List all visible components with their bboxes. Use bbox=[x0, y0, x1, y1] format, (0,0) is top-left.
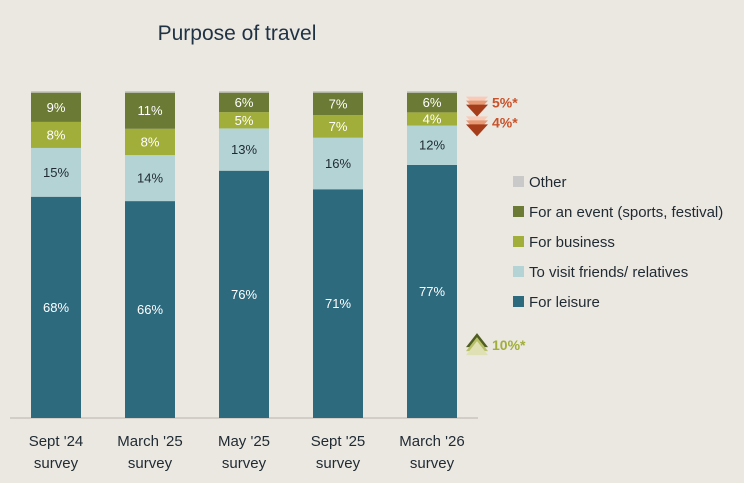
bar-value-label: 15% bbox=[43, 165, 69, 180]
legend-swatch-for-business bbox=[513, 236, 524, 247]
bar-value-label: 14% bbox=[137, 171, 163, 186]
bar-segment-for-leisure bbox=[125, 201, 175, 418]
down-arrow-icon bbox=[466, 104, 488, 117]
bar-value-label: 77% bbox=[419, 284, 445, 299]
x-axis-labels: Sept '24 survey March '25 survey May '25 surv… bbox=[29, 433, 465, 472]
legend-label-other: Other bbox=[529, 174, 567, 191]
bar-segment-other bbox=[125, 91, 175, 93]
bar-value-label: 4% bbox=[423, 111, 442, 126]
change-label: 5%* bbox=[492, 95, 518, 111]
bars-group: 68% 15% 8% 9% 66% 14% 8% 11% 76% 13% 5% 6% 71% 16% 7% 7… bbox=[31, 91, 457, 418]
bar-segment-to-visit-friends-relatives bbox=[219, 128, 269, 171]
bar-segment-other bbox=[219, 91, 269, 93]
bar-segment-other bbox=[313, 91, 363, 93]
legend-swatch-other bbox=[513, 176, 524, 187]
change-indicator-for-business: 4%* bbox=[466, 114, 518, 137]
bar-value-label: 8% bbox=[47, 127, 66, 142]
legend-label-for-leisure: For leisure bbox=[529, 294, 600, 311]
down-arrow-icon bbox=[466, 124, 488, 137]
bar-value-label: 68% bbox=[43, 300, 69, 315]
bar-value-label: 66% bbox=[137, 302, 163, 317]
bar-value-label: 12% bbox=[419, 138, 445, 153]
up-arrow-icon bbox=[466, 341, 488, 356]
x-tick-label: Sept '24 survey bbox=[29, 433, 84, 472]
bar-segment-for-leisure bbox=[407, 164, 457, 418]
change-label: 4%* bbox=[492, 114, 518, 130]
legend: Other For an event (sports, festival) For … bbox=[513, 174, 723, 311]
bar-segment-for-leisure bbox=[31, 196, 81, 418]
change-indicator-for-leisure: 10%* bbox=[466, 333, 526, 356]
bar-segment-to-visit-friends-relatives bbox=[125, 155, 175, 202]
x-tick-label: Sept '25 survey bbox=[311, 433, 366, 472]
bar-value-label: 16% bbox=[325, 156, 351, 171]
bar-segment-for-an-event-sports-festival bbox=[219, 92, 269, 113]
bar-value-label: 71% bbox=[325, 296, 351, 311]
change-indicator-for-an-event-sports-festival: 5%* bbox=[466, 95, 518, 117]
bar-segment-other bbox=[31, 91, 81, 93]
bar-segment-for-business bbox=[219, 112, 269, 129]
x-tick-label: March '26 survey bbox=[399, 433, 464, 472]
bar-segment-for-an-event-sports-festival bbox=[313, 92, 363, 116]
bar-segment-to-visit-friends-relatives bbox=[313, 137, 363, 190]
bar-value-label: 6% bbox=[423, 95, 442, 110]
legend-swatch-for-leisure bbox=[513, 296, 524, 307]
change-annotations: 5%* 4%* 10%* bbox=[466, 95, 526, 356]
bar-segment-for-business bbox=[313, 115, 363, 138]
legend-label-for-an-event-sports-festival: For an event (sports, festival) bbox=[529, 204, 723, 221]
legend-swatch-for-an-event-sports-festival bbox=[513, 206, 524, 217]
bar-value-label: 7% bbox=[329, 96, 348, 111]
bar-value-label: 76% bbox=[231, 287, 257, 302]
x-tick-label: May '25 survey bbox=[218, 433, 270, 472]
bar-value-label: 5% bbox=[235, 113, 254, 128]
change-label: 10%* bbox=[492, 337, 526, 353]
chart-title: Purpose of travel bbox=[158, 22, 317, 45]
bar-segment-to-visit-friends-relatives bbox=[407, 125, 457, 165]
legend-swatch-to-visit-friends-relatives bbox=[513, 266, 524, 277]
bar-value-label: 8% bbox=[141, 134, 160, 149]
x-tick-label: March '25 survey bbox=[117, 433, 182, 472]
bar-segment-for-business bbox=[31, 121, 81, 148]
bar-segment-for-business bbox=[125, 128, 175, 156]
bar-segment-for-an-event-sports-festival bbox=[125, 92, 175, 129]
bar-segment-for-leisure bbox=[313, 189, 363, 418]
bar-segment-for-business bbox=[407, 112, 457, 126]
bar-value-label: 9% bbox=[47, 100, 66, 115]
legend-label-to-visit-friends-relatives: To visit friends/ relatives bbox=[529, 264, 688, 281]
bar-segment-for-an-event-sports-festival bbox=[31, 92, 81, 122]
bar-value-label: 6% bbox=[235, 95, 254, 110]
bar-value-label: 11% bbox=[137, 103, 162, 118]
legend-label-for-business: For business bbox=[529, 234, 615, 251]
bar-segment-for-an-event-sports-festival bbox=[407, 92, 457, 113]
bar-segment-other bbox=[407, 91, 457, 93]
bar-segment-to-visit-friends-relatives bbox=[31, 147, 81, 197]
bar-value-label: 13% bbox=[231, 142, 257, 157]
bar-value-label: 7% bbox=[329, 119, 348, 134]
bar-segment-for-leisure bbox=[219, 170, 269, 418]
